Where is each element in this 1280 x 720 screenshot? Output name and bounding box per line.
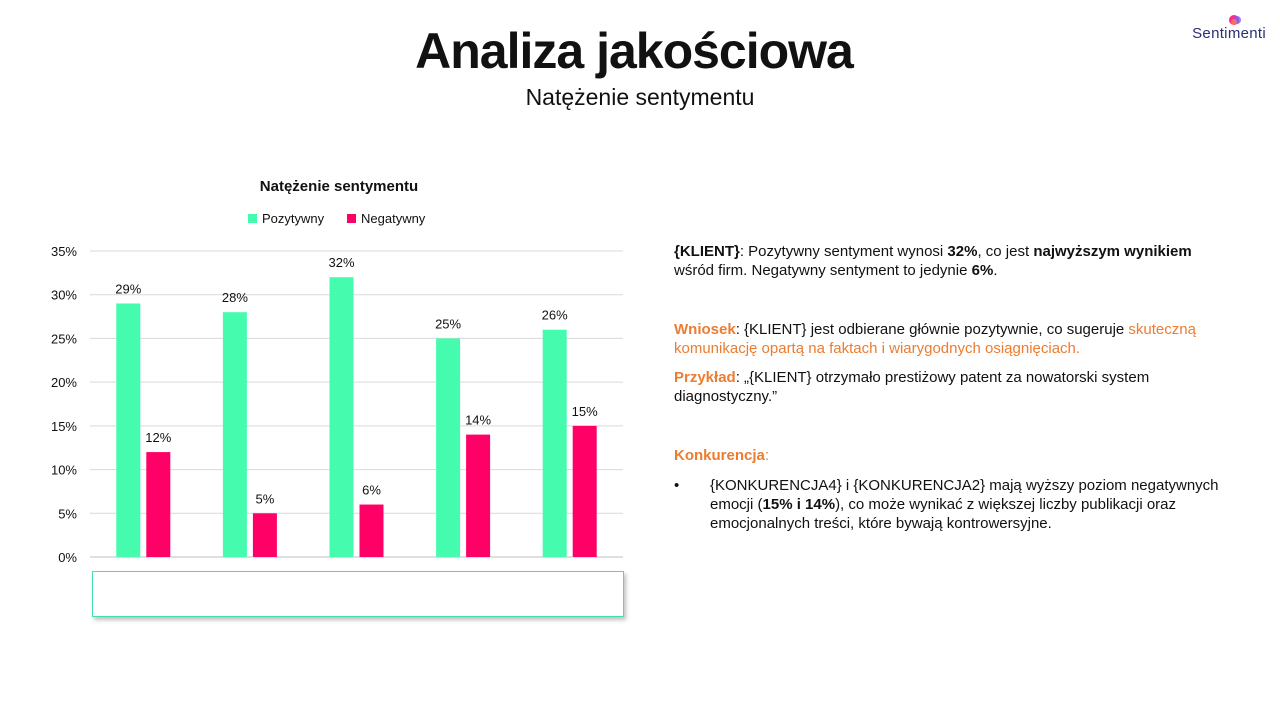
chart-caption-box — [92, 571, 624, 617]
negative-bar — [359, 504, 384, 557]
competition-heading: Konkurencja: — [674, 446, 1234, 465]
data-label: 26% — [542, 308, 568, 323]
client-summary: {KLIENT}: Pozytywny sentyment wynosi 32%… — [674, 242, 1234, 280]
y-tick-label: 10% — [51, 463, 77, 478]
page-title: Analiza jakościowa — [415, 23, 854, 79]
y-tick-label: 25% — [51, 331, 77, 346]
positive-bar — [436, 338, 461, 557]
y-tick-label: 20% — [51, 375, 77, 390]
competition-text-2: ), co może wynikać z większej liczby pub… — [710, 496, 1177, 532]
negative-value: 6% — [971, 262, 994, 279]
example: Przykład: „{KLIENT} otrzymało prestiżowy… — [674, 368, 1234, 406]
highest-result: najwyższym wynikiem — [1033, 243, 1192, 260]
example-text: : „{KLIENT} otrzymało prestiżowy patent … — [674, 369, 1150, 405]
data-label: 14% — [465, 413, 491, 428]
y-tick-label: 35% — [51, 244, 77, 259]
competition-colon: : — [764, 447, 770, 464]
legend-label-2: Negatywny — [361, 211, 426, 226]
negative-bar — [252, 513, 277, 557]
y-tick-label: 5% — [58, 506, 77, 521]
example-label: Przykład — [674, 369, 736, 386]
conclusion-label: Wniosek — [674, 321, 736, 338]
competition-text-1: {KONKURENCJA4} i {KONKURENCJA2} mają wyż… — [710, 477, 1219, 513]
legend-swatch-1 — [248, 214, 257, 223]
sentiment-bar-chart: Natężenie sentymentu Pozytywny Negatywny 0%… — [51, 178, 623, 565]
data-label: 12% — [145, 430, 171, 445]
data-label: 5% — [256, 491, 275, 506]
data-label: 29% — [115, 281, 141, 296]
client-name: {KLIENT} — [674, 243, 740, 260]
summary-text-3: wśród firm. Negatywny sentyment to jedyn… — [674, 262, 972, 279]
y-tick-label: 30% — [51, 288, 77, 303]
conclusion: Wniosek: {KLIENT} jest odbierane głównie… — [674, 320, 1234, 358]
negative-bar — [572, 425, 597, 557]
competition-values: 15% i 14% — [762, 496, 836, 513]
logo-mark-icon — [1229, 15, 1241, 25]
legend-label-1: Pozytywny — [262, 211, 325, 226]
y-tick-label: 15% — [51, 419, 77, 434]
summary-text-4: . — [993, 262, 998, 279]
data-label: 25% — [435, 316, 461, 331]
logo-text: Sentimenti — [1192, 25, 1266, 42]
y-tick-label: 0% — [58, 550, 77, 565]
positive-bar — [222, 312, 247, 557]
sentimenti-logo: Sentimenti — [1186, 14, 1266, 44]
data-label: 15% — [572, 404, 598, 419]
page-subtitle: Natężenie sentymentu — [525, 84, 755, 110]
legend-swatch-2 — [347, 214, 356, 223]
negative-bar — [146, 452, 171, 557]
positive-bar — [116, 303, 141, 557]
bullet-dot: • — [674, 477, 680, 494]
summary-text-1: : Pozytywny sentyment wynosi — [739, 243, 948, 260]
data-label: 28% — [222, 290, 248, 305]
positive-value: 32% — [947, 243, 978, 260]
data-label: 32% — [328, 255, 354, 270]
data-label: 6% — [362, 483, 381, 498]
competition-text: {KONKURENCJA4} i {KONKURENCJA2} mają wyż… — [710, 476, 1234, 533]
conclusion-highlight: skuteczną komunikację opartą na faktach … — [674, 321, 1196, 357]
positive-bar — [329, 277, 354, 557]
negative-bar — [466, 434, 491, 557]
competition-label: Konkurencja — [674, 447, 765, 464]
positive-bar — [542, 329, 567, 557]
chart-title: Natężenie sentymentu — [260, 178, 418, 195]
summary-text-2: , co jest — [977, 243, 1034, 260]
conclusion-text: : {KLIENT} jest odbierane głównie pozyty… — [735, 321, 1129, 338]
